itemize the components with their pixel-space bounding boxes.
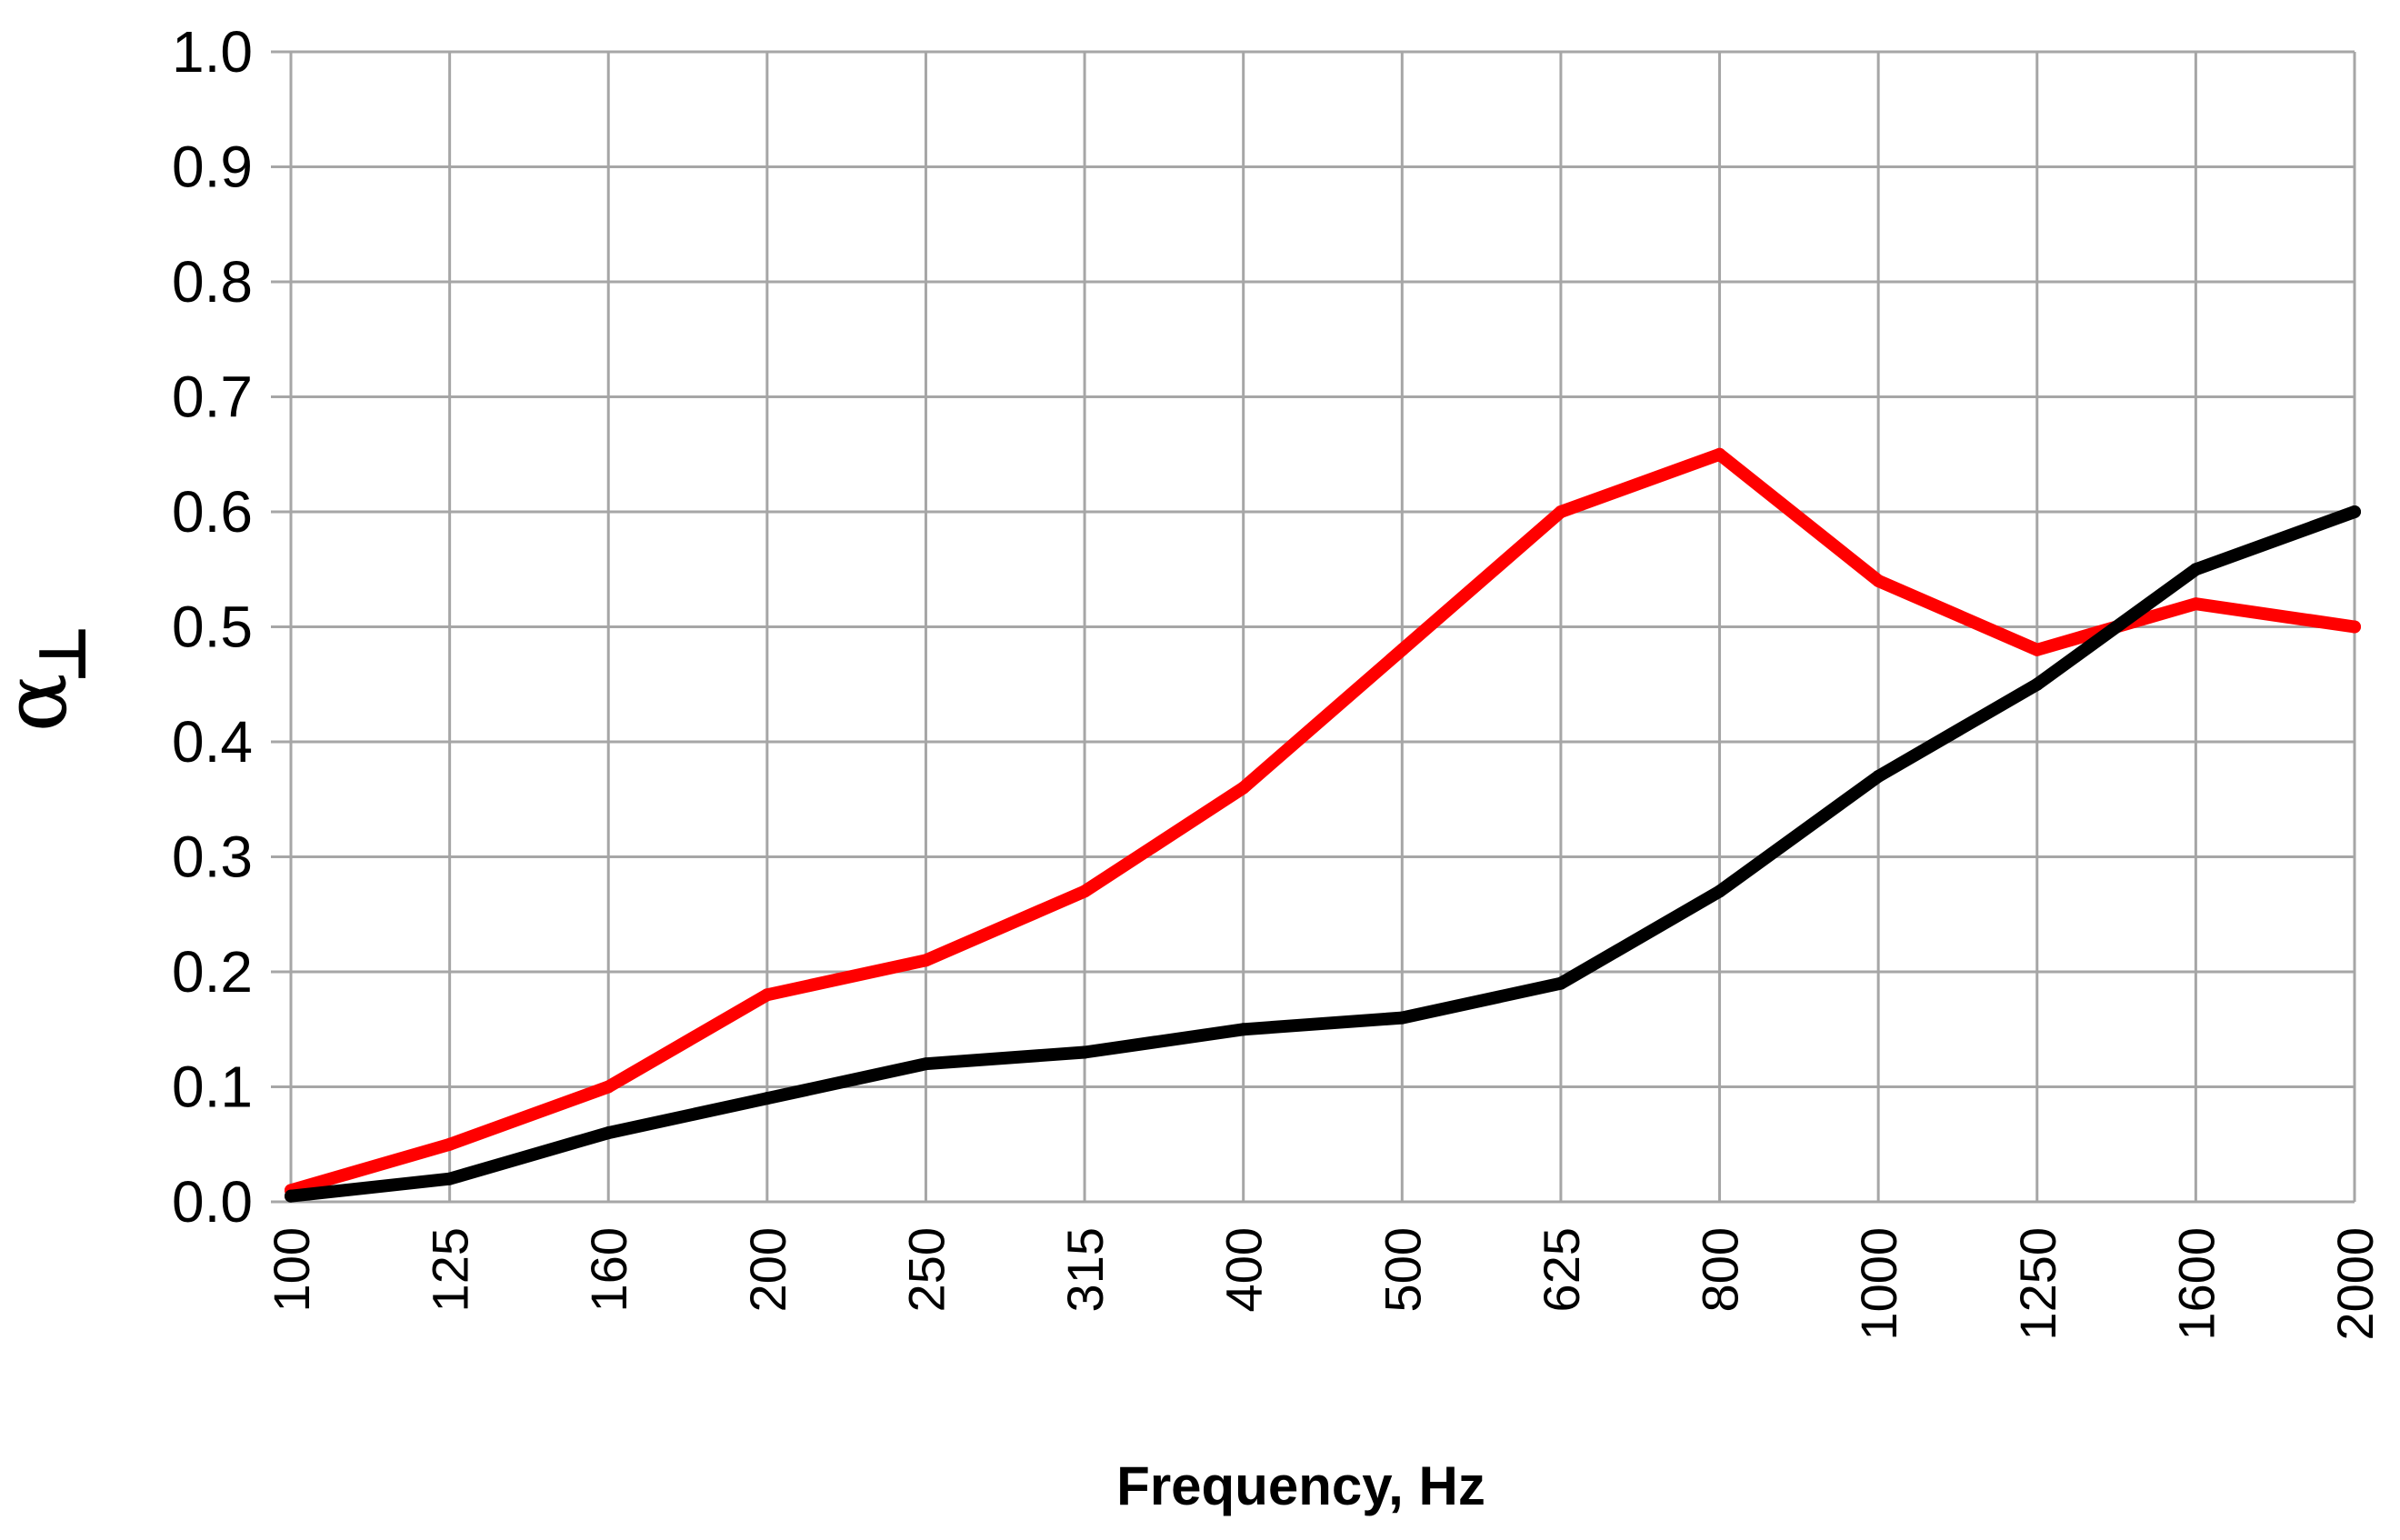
y-tick-label: 0.7 (172, 365, 253, 430)
data-point-series-1-160 (602, 1080, 615, 1094)
data-point-series-2-200 (760, 1092, 774, 1105)
data-point-series-1-2000 (2348, 620, 2361, 634)
data-point-series-1-125 (443, 1137, 456, 1151)
x-axis-label: Frequency, Hz (1116, 1455, 1485, 1516)
x-tick-label: 100 (263, 1227, 320, 1312)
data-point-series-1-800 (1713, 447, 1726, 461)
data-point-series-2-315 (1078, 1045, 1092, 1059)
y-axis-label-symbol: α (0, 674, 86, 733)
data-point-series-2-1600 (2189, 563, 2203, 576)
y-tick-label: 0.9 (172, 135, 253, 200)
x-tick-label: 1250 (2009, 1227, 2066, 1341)
data-point-series-1-250 (919, 954, 933, 967)
data-point-series-1-625 (1554, 505, 1567, 518)
y-axis-label-subscript: ⊥ (25, 624, 101, 684)
x-tick-label: 200 (739, 1227, 796, 1312)
x-tick-label: 160 (580, 1227, 637, 1312)
y-tick-label: 0.0 (172, 1169, 253, 1235)
data-point-series-2-100 (285, 1189, 297, 1203)
x-tick-label: 125 (422, 1227, 479, 1312)
series-lines (285, 447, 2361, 1203)
data-point-series-1-400 (1236, 781, 1250, 795)
data-point-series-2-1250 (2030, 677, 2044, 691)
data-point-series-1-200 (760, 988, 774, 1002)
data-point-series-2-625 (1554, 976, 1567, 990)
data-point-series-1-315 (1078, 885, 1092, 898)
x-tick-label: 625 (1533, 1227, 1590, 1312)
data-point-series-2-500 (1395, 1011, 1409, 1025)
y-tick-label: 0.5 (172, 595, 253, 660)
data-point-series-1-1600 (2189, 597, 2203, 611)
data-point-series-2-1000 (1872, 769, 1885, 783)
data-point-series-1-500 (1395, 643, 1409, 656)
data-point-series-2-400 (1236, 1023, 1250, 1036)
x-tick-label: 400 (1215, 1227, 1273, 1312)
data-point-series-2-800 (1713, 885, 1726, 898)
y-tick-label: 0.1 (172, 1055, 253, 1120)
y-axis-ticks: 0.0 0.1 0.2 0.3 0.4 0.5 0.6 0.7 0.8 0.9 1.0 (172, 19, 253, 1235)
series-line-series-1 (285, 447, 2361, 1197)
data-point-series-2-2000 (2348, 505, 2361, 518)
data-point-series-2-250 (919, 1057, 933, 1071)
y-tick-label: 0.3 (172, 825, 253, 890)
x-tick-label: 500 (1374, 1227, 1431, 1312)
y-tick-label: 0.8 (172, 249, 253, 315)
x-tick-label: 250 (897, 1227, 955, 1312)
data-point-series-1-1250 (2030, 643, 2044, 656)
y-axis-label: α ⊥ (0, 624, 101, 732)
x-tick-label: 800 (1692, 1227, 1749, 1312)
x-tick-label: 315 (1056, 1227, 1114, 1312)
y-tick-label: 1.0 (172, 19, 253, 85)
y-tick-label: 0.2 (172, 939, 253, 1005)
grid (271, 50, 2356, 1204)
data-point-series-1-1000 (1872, 574, 1885, 587)
x-tick-label: 2000 (2326, 1227, 2384, 1341)
x-tick-label: 1000 (1850, 1227, 1907, 1341)
x-tick-label: 1600 (2167, 1227, 2225, 1341)
x-axis-ticks: 100 125 160 200 250 315 400 500 625 800 1000 1250 16… (263, 1227, 2384, 1341)
y-tick-label: 0.6 (172, 479, 253, 545)
series-line-series-2 (285, 505, 2361, 1203)
data-point-series-2-160 (602, 1126, 615, 1140)
data-point-series-2-125 (443, 1172, 456, 1185)
y-tick-label: 0.4 (172, 709, 253, 775)
